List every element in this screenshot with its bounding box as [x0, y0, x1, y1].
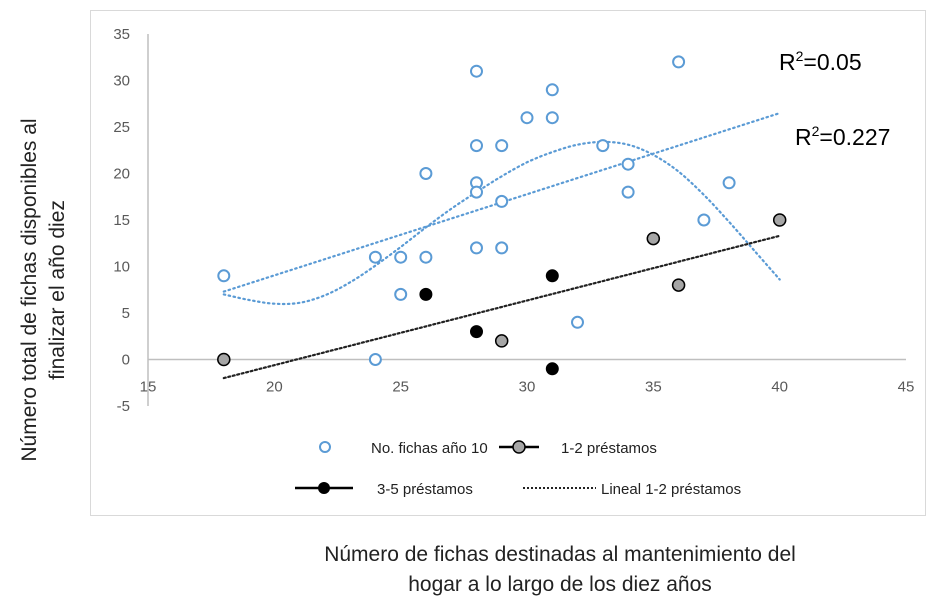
y-tick-label: 5	[122, 305, 130, 322]
data-point-open-circle	[722, 176, 736, 190]
legend-item: 3-5 préstamos	[295, 481, 473, 498]
x-axis-title-line: Número de fichas destinadas al mantenimi…	[324, 543, 796, 566]
data-point-open-circle	[672, 55, 686, 69]
data-point-open-circle	[520, 111, 534, 125]
data-point-open-circle	[545, 83, 559, 97]
data-point-open-circle	[470, 185, 483, 199]
data-point-open-circle	[368, 353, 382, 366]
legend-item: 1-2 préstamos	[499, 440, 657, 457]
data-point-gray-circle	[646, 231, 661, 246]
data-point-open-circle	[470, 64, 483, 78]
y-tick-labels: 35 30 25 20 15 10 5 0 -5	[113, 26, 130, 415]
trendline-polynomial-blue	[222, 140, 781, 306]
data-point-open-circle	[217, 269, 231, 283]
legend-label: 3-5 préstamos	[377, 481, 473, 498]
legend-item: No. fichas año 10	[319, 440, 488, 457]
data-point-gray-circle	[772, 213, 787, 227]
data-points	[217, 55, 787, 376]
scatter-plot: 15 20 25 30 35 40 45 35 30 25 20 15 10 5 0 -5 R2=0.05 …	[113, 26, 915, 498]
legend-marker-gray-circle	[512, 440, 526, 454]
y-axis-title-line: Número total de fichas disponibles al	[18, 118, 41, 462]
data-point-black-circle	[419, 287, 433, 301]
data-point-black-circle	[545, 269, 559, 283]
legend-label: Lineal 1-2 préstamos	[601, 481, 741, 498]
y-tick-label: 25	[113, 119, 130, 136]
data-point-open-circle	[697, 213, 711, 227]
data-point-open-circle	[368, 250, 382, 264]
x-tick-label: 20	[266, 379, 283, 396]
data-point-open-circle	[470, 139, 483, 153]
y-tick-label: -5	[117, 398, 130, 415]
data-point-gray-circle	[494, 334, 509, 348]
x-axis-title: Número de fichas destinadas al mantenimi…	[220, 540, 900, 600]
x-tick-label: 30	[519, 379, 536, 396]
r-squared-annotation: R2=0.227	[795, 123, 890, 150]
data-point-open-circle	[394, 287, 408, 301]
data-point-gray-circle	[217, 352, 231, 367]
data-point-open-circle	[495, 194, 509, 208]
legend: No. fichas año 10 1-2 préstamos 3-5 prés…	[295, 440, 741, 498]
data-point-open-circle	[621, 157, 635, 171]
legend-label: No. fichas año 10	[371, 440, 488, 457]
data-point-open-circle	[470, 241, 483, 255]
data-point-open-circle	[495, 139, 509, 153]
x-tick-label: 35	[645, 379, 662, 396]
chart-frame: 15 20 25 30 35 40 45 35 30 25 20 15 10 5 0 -5 R2=0.05 …	[90, 10, 926, 516]
data-point-open-circle	[545, 111, 559, 125]
data-point-open-circle	[394, 250, 408, 264]
r-squared-annotations: R2=0.05 R2=0.227	[779, 48, 890, 150]
trendline-linear-1-2-prestamos	[222, 234, 781, 380]
y-tick-label: 30	[113, 73, 130, 90]
legend-marker-open-circle	[319, 441, 331, 453]
x-axis-title-line: hogar a lo largo de los diez años	[408, 573, 712, 596]
x-tick-label: 45	[898, 379, 915, 396]
y-tick-label: 0	[122, 352, 130, 369]
x-tick-label: 40	[771, 379, 788, 396]
data-point-gray-circle	[671, 278, 686, 292]
y-tick-label: 10	[113, 259, 130, 276]
y-axis-title-line: finalizar el año diez	[46, 200, 69, 380]
x-tick-label: 15	[140, 379, 157, 396]
data-point-black-circle	[470, 325, 483, 339]
x-tick-labels: 15 20 25 30 35 40 45	[140, 379, 915, 396]
legend-item: Lineal 1-2 préstamos	[523, 481, 741, 498]
x-tick-label: 25	[392, 379, 409, 396]
data-point-open-circle	[419, 250, 433, 264]
y-tick-label: 20	[113, 166, 130, 183]
data-point-open-circle	[621, 185, 635, 199]
r-squared-annotation: R2=0.05	[779, 48, 862, 75]
data-point-open-circle	[419, 167, 433, 180]
data-point-black-circle	[545, 362, 559, 376]
legend-label: 1-2 préstamos	[561, 440, 657, 457]
y-tick-label: 15	[113, 212, 130, 229]
legend-marker-black-circle	[318, 482, 330, 494]
data-point-open-circle	[571, 315, 584, 329]
data-point-open-circle	[495, 241, 509, 255]
y-tick-label: 35	[113, 26, 130, 43]
data-point-open-circle	[596, 139, 610, 153]
axes	[147, 34, 906, 406]
